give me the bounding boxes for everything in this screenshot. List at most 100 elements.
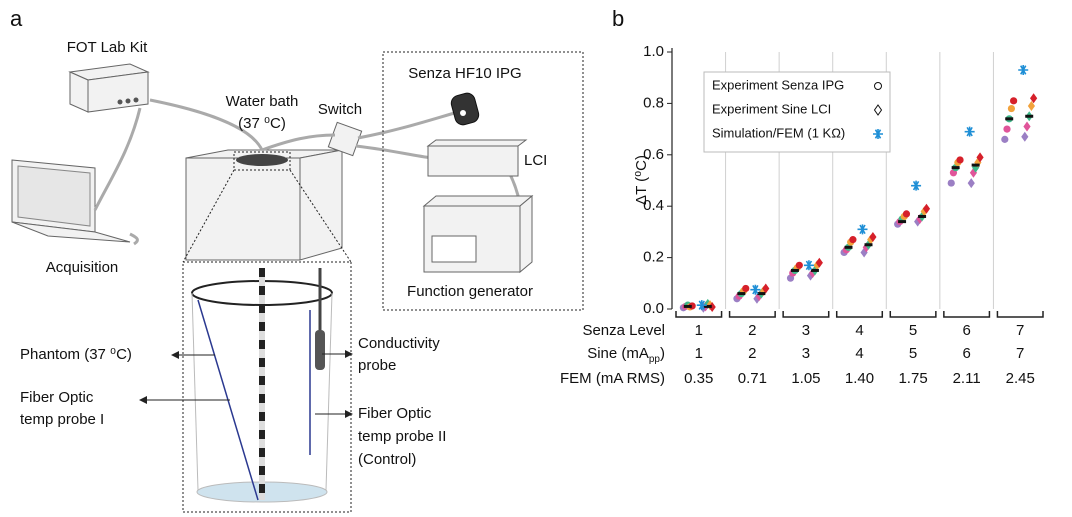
label: temp probe I bbox=[20, 411, 104, 428]
label: Function generator bbox=[407, 283, 533, 300]
label: Conductivity bbox=[358, 335, 440, 352]
group-bracket bbox=[996, 311, 1044, 318]
port bbox=[117, 99, 123, 105]
x-tick-label: 2.45 bbox=[1006, 370, 1035, 387]
point bbox=[1018, 64, 1029, 75]
group-bracket bbox=[835, 311, 884, 318]
point bbox=[1001, 135, 1009, 143]
point bbox=[956, 156, 964, 164]
label: (Control) bbox=[358, 451, 416, 468]
x-tick-label: 7 bbox=[1016, 345, 1024, 362]
row-label-part: Sine (mA bbox=[587, 345, 649, 362]
label: LCI bbox=[524, 152, 547, 169]
x-tick-label: 1.75 bbox=[898, 370, 927, 387]
x-tick-label: 4 bbox=[855, 322, 863, 339]
point bbox=[803, 260, 814, 271]
legend-label: Experiment Senza IPG bbox=[712, 77, 844, 92]
bath-side bbox=[299, 149, 343, 261]
label: (37 ⁰C) bbox=[238, 115, 286, 132]
cable bbox=[357, 110, 459, 140]
lci-top bbox=[426, 139, 528, 147]
legend-label: Simulation/FEM (1 KΩ) bbox=[712, 125, 845, 140]
group-bracket bbox=[889, 311, 937, 318]
bath-opening bbox=[236, 154, 288, 166]
point bbox=[964, 126, 975, 137]
point bbox=[947, 179, 955, 187]
group-bracket bbox=[728, 311, 776, 318]
label: FOT Lab Kit bbox=[67, 39, 148, 56]
point bbox=[967, 178, 975, 189]
port bbox=[125, 98, 131, 104]
device-box bbox=[382, 51, 584, 311]
label: Acquisition bbox=[46, 259, 119, 276]
cable bbox=[129, 232, 139, 246]
cable bbox=[149, 98, 264, 151]
fot-box-front bbox=[87, 71, 149, 113]
label: Water bath bbox=[226, 93, 299, 110]
x-tick-label: 6 bbox=[962, 345, 970, 362]
label: Switch bbox=[318, 101, 362, 118]
y-tick-label: 1.0 bbox=[643, 43, 664, 60]
point bbox=[696, 300, 707, 311]
beaker-wall bbox=[191, 292, 199, 491]
label: Senza HF10 IPG bbox=[408, 65, 521, 82]
legend-marker bbox=[873, 129, 883, 139]
point bbox=[708, 301, 716, 312]
y-axis-label: ΔT (⁰C) bbox=[633, 155, 650, 205]
y-tick-label: 0.6 bbox=[643, 146, 664, 163]
label: Phantom (37 ⁰C) bbox=[20, 346, 132, 363]
x-tick-label: 0.35 bbox=[684, 370, 713, 387]
y-tick-label: 0.2 bbox=[643, 249, 664, 266]
label: probe bbox=[358, 357, 396, 374]
x-tick-label: 6 bbox=[962, 322, 970, 339]
ipg-port bbox=[460, 110, 466, 116]
zoom-box bbox=[233, 151, 291, 171]
point bbox=[1007, 104, 1016, 113]
laptop-base bbox=[11, 221, 131, 243]
ipg bbox=[450, 92, 480, 126]
x-tick-label: 3 bbox=[802, 345, 810, 362]
beaker-box bbox=[182, 261, 352, 513]
legend-label: Experiment Sine LCI bbox=[712, 101, 831, 116]
point bbox=[1027, 100, 1036, 111]
point bbox=[762, 283, 770, 294]
label: temp probe II bbox=[358, 428, 446, 445]
point bbox=[860, 247, 868, 258]
x-tick-label: 4 bbox=[855, 345, 863, 362]
x-tick-label: 5 bbox=[909, 345, 917, 362]
x-tick-label: 2 bbox=[748, 345, 756, 362]
row-label: Sine (mApp) bbox=[587, 345, 665, 365]
point bbox=[742, 284, 750, 293]
legend-marker bbox=[874, 82, 882, 90]
row-label: Senza Level bbox=[582, 322, 665, 339]
point bbox=[911, 180, 922, 191]
x-tick-label: 1.40 bbox=[845, 370, 874, 387]
point bbox=[869, 232, 877, 243]
label: Fiber Optic bbox=[20, 389, 94, 406]
cable bbox=[355, 144, 433, 160]
y-tick-label: 0.0 bbox=[643, 300, 664, 317]
y-tick-label: 0.4 bbox=[643, 197, 664, 214]
row-label: FEM (mA RMS) bbox=[560, 370, 665, 387]
x-tick-label: 2 bbox=[748, 322, 756, 339]
bath-front bbox=[185, 157, 301, 261]
row-label-subscript: pp bbox=[649, 354, 661, 365]
panel-b: b ΔT (⁰C) 0.0 0.2 0.4 0.6 0.8 1.0 Senza Level 1… bbox=[560, 6, 1044, 387]
point bbox=[1030, 93, 1038, 104]
beaker-wall bbox=[325, 292, 333, 491]
point bbox=[750, 284, 761, 295]
panel-a: a bbox=[10, 6, 584, 513]
x-tick-label: 7 bbox=[1016, 322, 1024, 339]
legend-marker bbox=[873, 104, 883, 116]
fg-top bbox=[422, 195, 534, 207]
lci-box bbox=[427, 145, 519, 177]
point bbox=[1010, 97, 1018, 105]
point bbox=[976, 152, 984, 163]
point bbox=[922, 203, 931, 214]
group-bracket bbox=[675, 311, 723, 318]
point bbox=[857, 224, 868, 235]
point bbox=[795, 261, 803, 269]
cable bbox=[261, 133, 336, 152]
x-tick-label: 1 bbox=[695, 345, 703, 362]
